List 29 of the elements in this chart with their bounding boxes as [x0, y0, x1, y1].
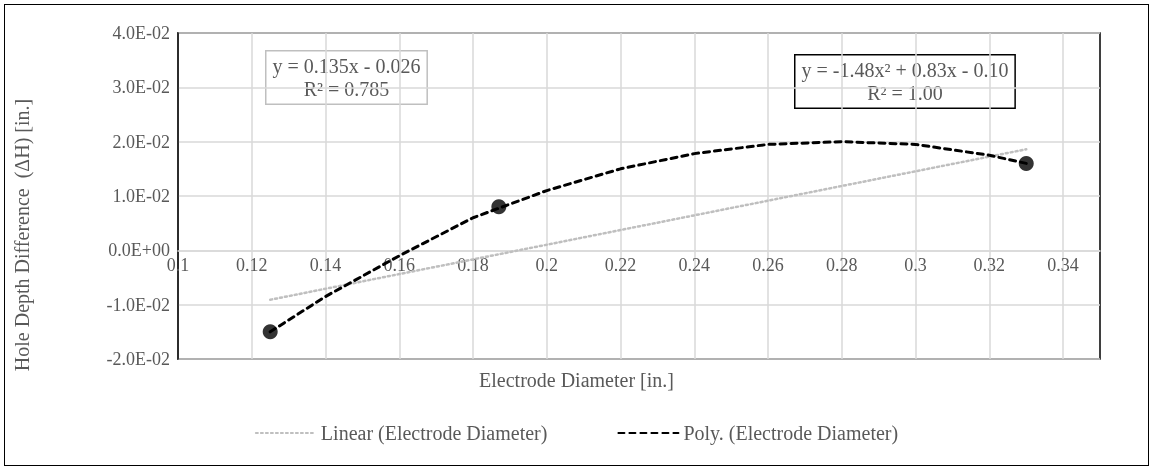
legend-label: Poly. (Electrode Diameter) — [683, 422, 899, 445]
x-tick-label: 0.2 — [535, 255, 559, 276]
y-tick-label: 2.0E-02 — [112, 131, 170, 152]
y-tick-label: -2.0E-02 — [106, 349, 170, 369]
annotation: R² = 0.785 — [303, 78, 390, 100]
y-tick-label: 1.0E-02 — [112, 186, 170, 206]
x-tick-label: 0.22 — [604, 255, 637, 276]
x-tick-label: 0.18 — [457, 255, 489, 276]
annotation: y = -1.48x² + 0.83x - 0.10 — [801, 59, 1009, 82]
x-tick-label: 0.24 — [678, 255, 711, 276]
x-tick-label: 0.12 — [236, 255, 268, 276]
x-tick-label: 0.28 — [826, 255, 858, 276]
x-tick-label: 0.34 — [1047, 255, 1079, 276]
y-tick-label: 3.0E-02 — [112, 77, 170, 98]
x-tick-label: 0.32 — [973, 255, 1006, 276]
legend-label: Linear (Electrode Diameter) — [320, 422, 548, 445]
point — [1018, 155, 1034, 171]
annotation: y = 0.135x - 0.026 — [272, 55, 421, 78]
annotation: R² = 1.00 — [867, 82, 943, 104]
x-tick-label: 0.26 — [752, 255, 784, 276]
point — [262, 324, 278, 340]
y-axis-title: Hole Depth Difference (ΔH) [in.] — [11, 98, 34, 372]
x-tick-label: 0.3 — [904, 255, 927, 276]
point — [491, 199, 507, 215]
x-axis-title: Electrode Diameter [in.] — [479, 369, 674, 391]
y-tick-label: -1.0E-02 — [106, 294, 170, 315]
y-tick-label: 4.0E-02 — [112, 23, 170, 43]
x-tick-label: 0.16 — [383, 255, 416, 276]
x-tick-label: 0.14 — [309, 255, 342, 276]
